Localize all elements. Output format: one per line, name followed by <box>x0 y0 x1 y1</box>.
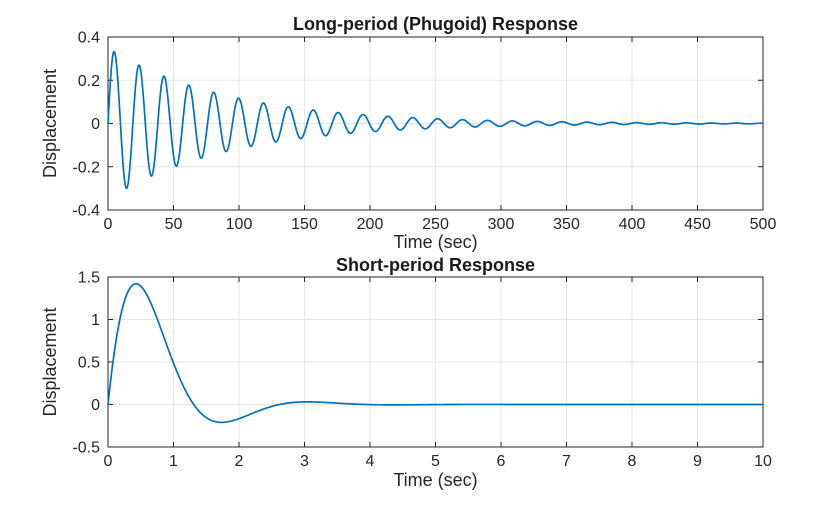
x-tick-label: 300 <box>488 216 515 233</box>
short-period-subplot: 0 1 2 3 4 5 6 7 8 9 10-0.500.511.5 Short-period Re… <box>40 255 772 490</box>
x-tick-label: 5 <box>431 453 440 470</box>
y-tick-label: 0.4 <box>78 30 100 47</box>
x-tick-label: 4 <box>366 453 375 470</box>
x-tick-label: 150 <box>291 216 318 233</box>
short-period-axes: 0 1 2 3 4 5 6 7 8 9 10-0.500.511.5 <box>72 270 772 471</box>
y-tick-label: 0 <box>91 116 100 133</box>
y-tick-label: -0.2 <box>72 159 100 176</box>
y-tick-label: 1 <box>91 312 100 329</box>
x-tick-label: 2 <box>235 453 244 470</box>
phugoid-ylabel: Displacement <box>40 69 60 178</box>
x-tick-label: 350 <box>553 216 580 233</box>
response-curve <box>107 282 764 424</box>
phugoid-xlabel: Time (sec) <box>393 232 477 252</box>
y-tick-label: 0.5 <box>78 355 100 372</box>
x-tick-label: 200 <box>357 216 384 233</box>
x-tick-label: 6 <box>497 453 506 470</box>
x-tick-label: 9 <box>693 453 702 470</box>
short-period-xlabel: Time (sec) <box>393 470 477 490</box>
x-tick-label: 500 <box>750 216 777 233</box>
phugoid-subplot: 0 50 100 150 200 250 300 350 400 450 500 -0.4 -0.2 0 0… <box>40 14 776 252</box>
y-tick-label: -0.5 <box>72 440 100 457</box>
short-period-title: Short-period Response <box>336 255 535 275</box>
x-tick-label: 1 <box>169 453 178 470</box>
x-tick-label: 50 <box>165 216 183 233</box>
x-tick-label: 100 <box>226 216 253 233</box>
x-tick-label: 0 <box>104 216 113 233</box>
short-period-ylabel: Displacement <box>40 307 60 416</box>
y-tick-label: 0.2 <box>78 73 100 90</box>
x-tick-label: 400 <box>619 216 646 233</box>
x-tick-label: 3 <box>300 453 309 470</box>
x-tick-label: 8 <box>628 453 637 470</box>
y-tick-label: -0.4 <box>72 203 100 220</box>
x-tick-label: 7 <box>562 453 571 470</box>
y-tick-label: 1.5 <box>78 270 100 287</box>
x-tick-label: 0 <box>104 453 113 470</box>
x-tick-label: 250 <box>422 216 449 233</box>
phugoid-axes: 0 50 100 150 200 250 300 350 400 450 500 -0.4 -0.2 0 0… <box>72 30 776 234</box>
response-curve <box>107 50 764 190</box>
phugoid-title: Long-period (Phugoid) Response <box>293 14 578 34</box>
x-tick-label: 10 <box>754 453 772 470</box>
x-tick-label: 450 <box>684 216 711 233</box>
y-tick-label: 0 <box>91 397 100 414</box>
